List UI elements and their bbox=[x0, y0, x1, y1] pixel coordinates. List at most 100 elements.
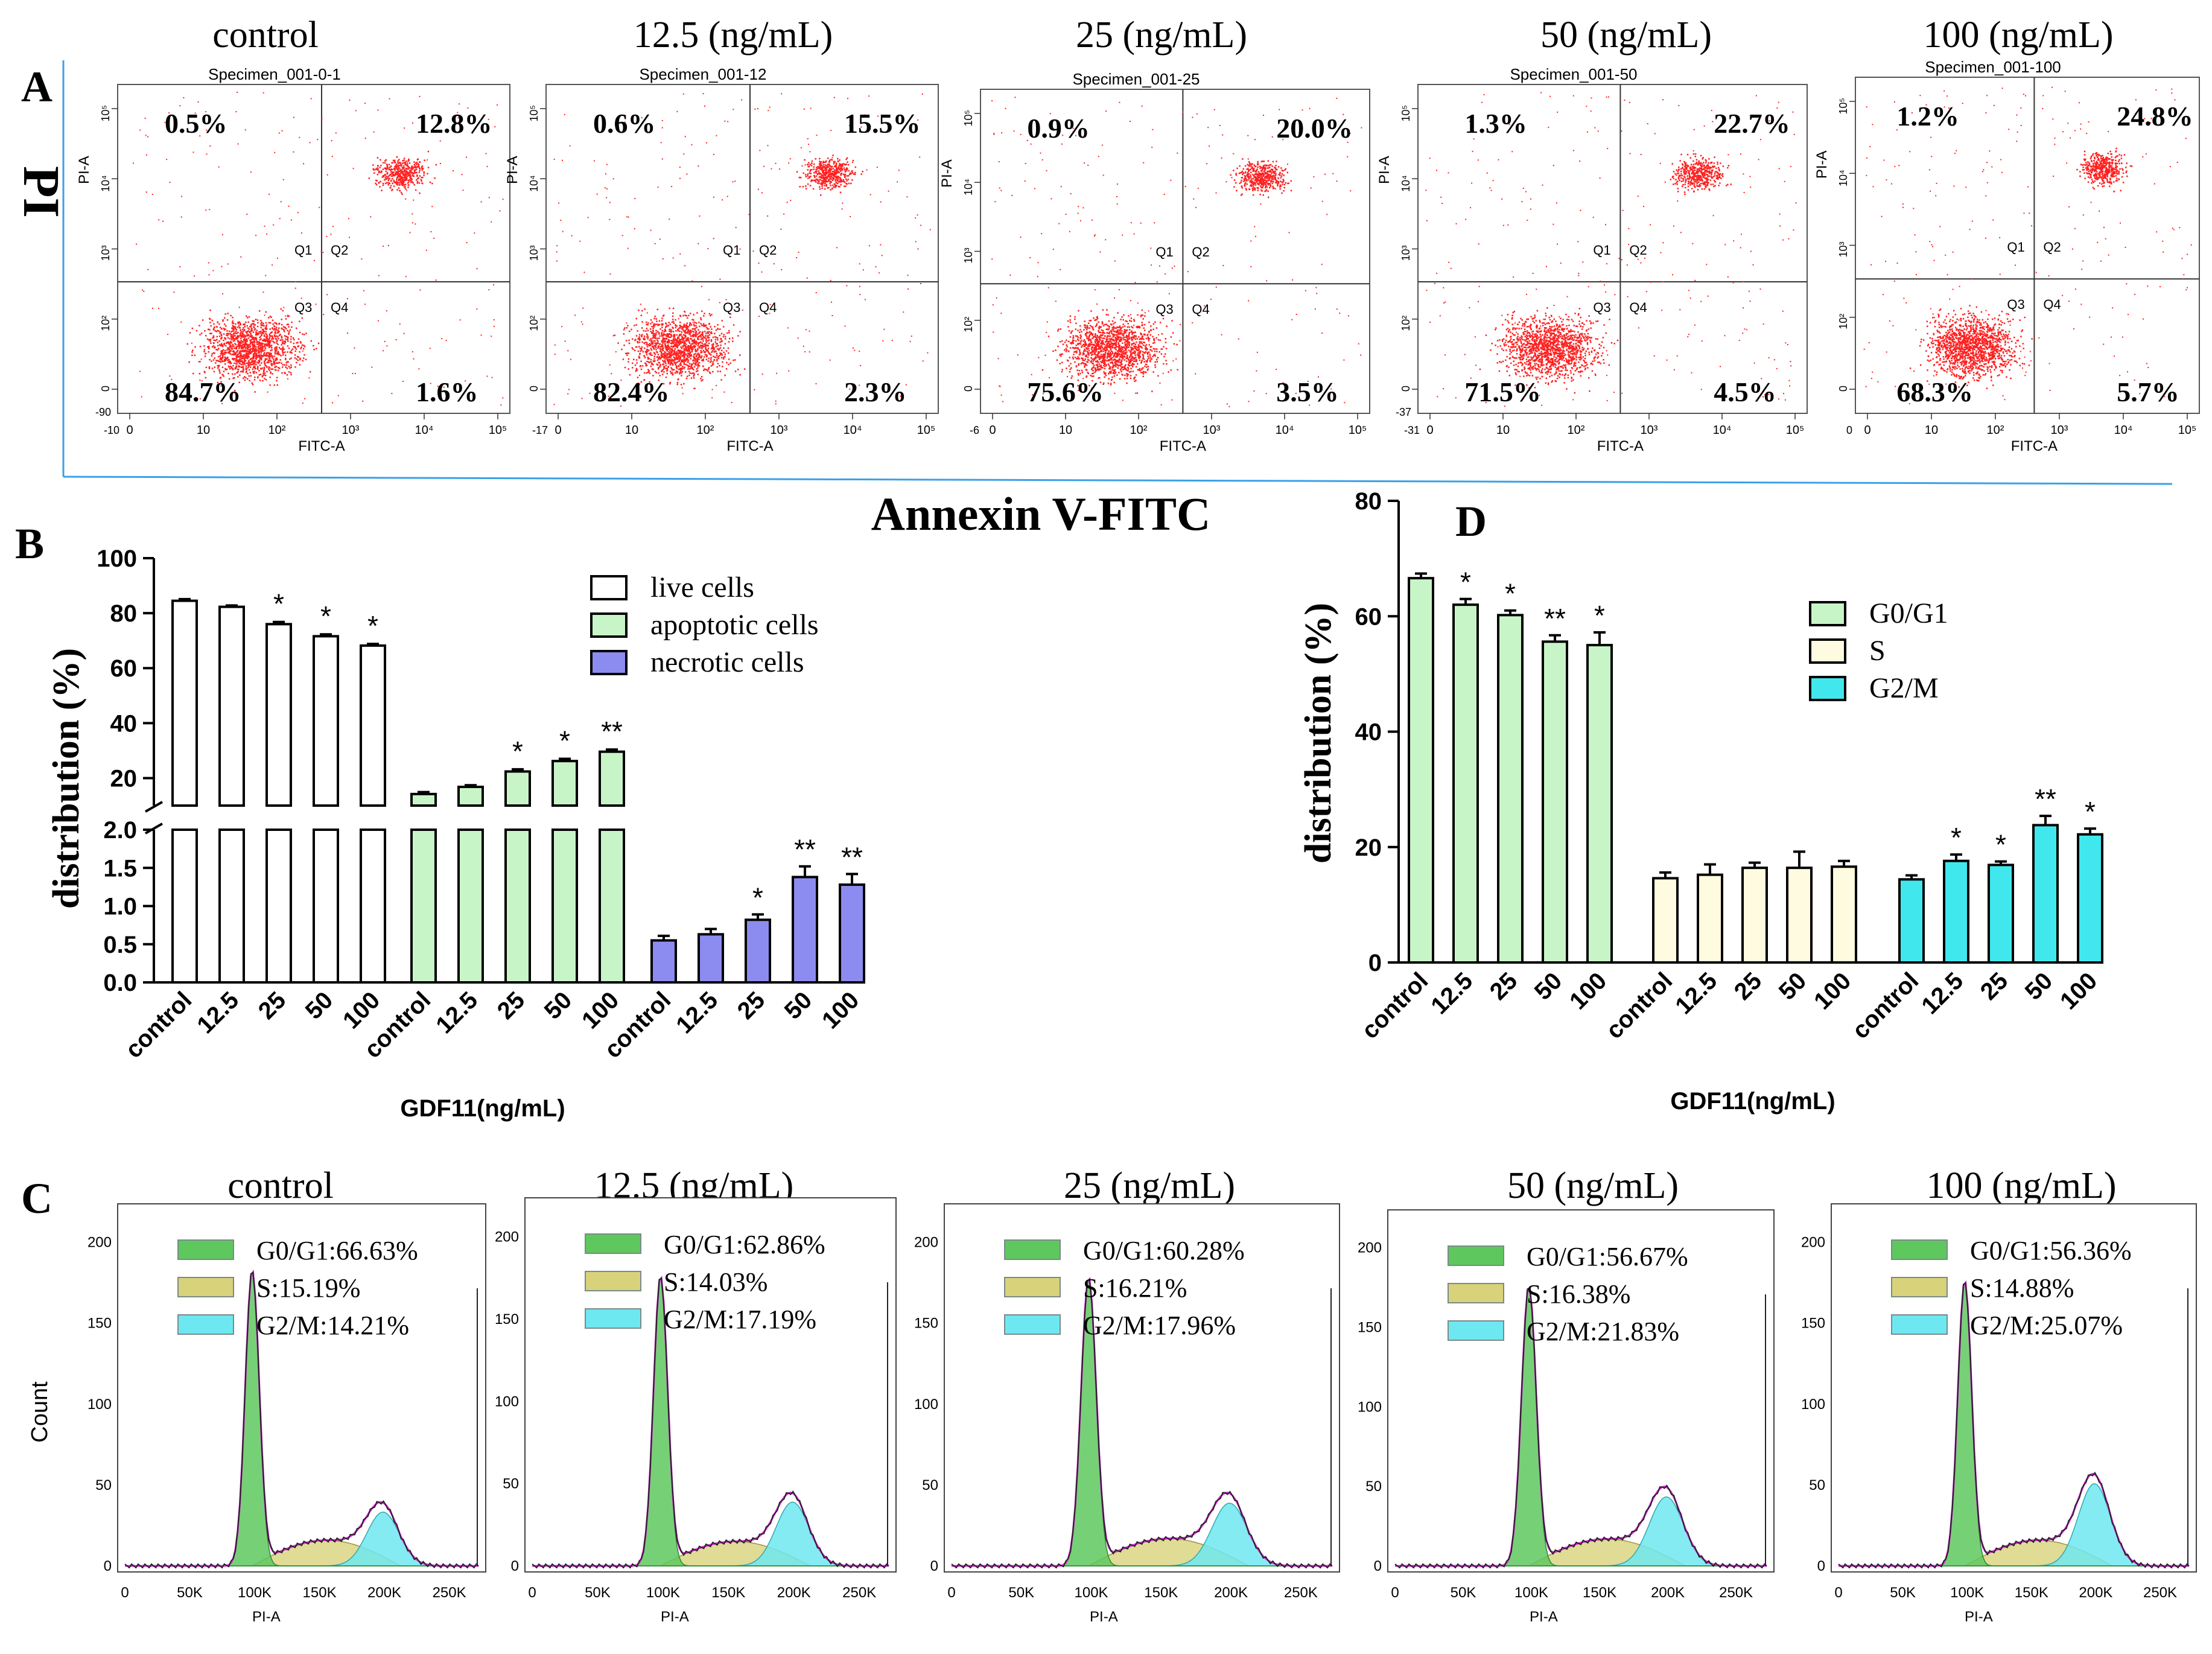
plot-frame bbox=[944, 1203, 1340, 1573]
y-tick-label: 0 bbox=[1374, 1558, 1382, 1574]
legend-swatch bbox=[1809, 601, 1846, 626]
x-tick-label: 10⁵ bbox=[489, 424, 507, 437]
y-tick-label: 10⁴ bbox=[528, 175, 540, 192]
scatter-points bbox=[1863, 86, 2192, 404]
quadrant-label-q4: Q4 bbox=[1192, 302, 1209, 317]
category-label: 50 bbox=[780, 987, 818, 1025]
phase-swatch bbox=[177, 1314, 234, 1335]
panel-a: A PI Annexin V-FITC control Specimen_001-0-1… bbox=[13, 14, 2200, 540]
category-label: 100 bbox=[817, 987, 864, 1034]
x-tick-label: 10⁵ bbox=[917, 424, 936, 437]
plot-frame bbox=[1387, 1209, 1775, 1573]
category-label: 50 bbox=[2020, 967, 2058, 1005]
y-tick-label: 100 bbox=[495, 1393, 519, 1410]
bar-lower bbox=[313, 829, 339, 984]
x-tick-label: 10³ bbox=[1641, 424, 1658, 437]
y-tick-label: 10⁵ bbox=[1837, 98, 1849, 114]
phase-swatch bbox=[1004, 1314, 1061, 1335]
percent-q2: 24.8% bbox=[2117, 101, 2193, 132]
significance-mark: * bbox=[559, 725, 570, 757]
cell-cycle-bar bbox=[1988, 864, 2014, 964]
y-axis-label: distribution (%) bbox=[1298, 603, 1339, 864]
phase-percentage: G0/G1:62.86% bbox=[664, 1230, 825, 1259]
scatter-plot-4: 50 (ng/mL) Specimen_001-50 Q1 Q2 Q3 Q4 1.3% 22.… bbox=[1376, 14, 1808, 454]
x-tick-label: 100K bbox=[238, 1585, 272, 1601]
plot-frame bbox=[1417, 84, 1808, 414]
x-axis-label-fitc: FITC-A bbox=[726, 438, 773, 454]
x-tick-label: 0 bbox=[555, 424, 561, 437]
y-tick-label: 10² bbox=[100, 316, 112, 331]
cell-cycle-bar bbox=[1786, 867, 1813, 964]
cell-cycle-bar bbox=[2077, 833, 2103, 964]
phase-swatch bbox=[585, 1308, 641, 1329]
specimen-name: Specimen_001-50 bbox=[1510, 65, 1637, 83]
x-axis-label: PI-A bbox=[252, 1609, 281, 1625]
y-tick-label: 200 bbox=[1801, 1235, 1825, 1251]
percent-q1: 1.2% bbox=[1896, 101, 1959, 132]
legend-label: G0/G1 bbox=[1869, 597, 1948, 629]
significance-mark: * bbox=[2085, 796, 2096, 827]
y-tick-label: 0 bbox=[100, 386, 112, 392]
legend-label: S bbox=[1869, 635, 1886, 667]
y-tick-label: 10³ bbox=[962, 247, 974, 263]
x-tick-label: 0 bbox=[126, 424, 133, 437]
scatter-plot-1: control Specimen_001-0-1 Q1 Q2 Q3 Q4 0.5% 12.8%… bbox=[76, 14, 510, 454]
phase-swatch bbox=[1891, 1314, 1948, 1335]
plot-frame bbox=[117, 84, 510, 414]
data-curve bbox=[124, 1271, 479, 1569]
y-tick-label: 10³ bbox=[1400, 245, 1412, 261]
bar-upper bbox=[171, 599, 198, 807]
x-axis-label: PI-A bbox=[1965, 1609, 1993, 1625]
cell-cycle-bar bbox=[1943, 859, 1969, 964]
x-axis-label-fitc: FITC-A bbox=[1160, 438, 1206, 454]
legend-swatch bbox=[590, 650, 628, 675]
scatter-heading: 25 (ng/mL) bbox=[1076, 14, 1247, 56]
phase-percentage: S:16.38% bbox=[1527, 1279, 1630, 1309]
x-tick-label: 10² bbox=[1987, 424, 2004, 437]
percent-q1: 1.3% bbox=[1464, 108, 1527, 139]
quadrant-label-q1: Q1 bbox=[1155, 244, 1173, 259]
scatter-points bbox=[991, 97, 1362, 407]
bar-lower bbox=[360, 829, 386, 984]
plot-frame bbox=[1855, 77, 2200, 414]
y-tick-label: 0 bbox=[1817, 1558, 1825, 1574]
y-tick-label: 80 bbox=[1355, 488, 1382, 515]
histogram-heading: 25 (ng/mL) bbox=[1064, 1165, 1235, 1206]
phase-percentage: G2/M:14.21% bbox=[256, 1311, 409, 1340]
y-tick-label: 0 bbox=[1837, 386, 1849, 392]
phase-percentage: G0/G1:66.63% bbox=[256, 1236, 418, 1265]
x-tick-label: 150K bbox=[2015, 1585, 2048, 1601]
percent-q3: 75.6% bbox=[1027, 377, 1104, 407]
y-tick-label: 150 bbox=[1358, 1320, 1382, 1336]
y-tick-label: 150 bbox=[87, 1315, 112, 1332]
phase-percentage: G2/M:25.07% bbox=[1970, 1311, 2123, 1340]
cell-cycle-bar bbox=[1697, 873, 1723, 964]
scatter-heading: 100 (ng/mL) bbox=[1923, 14, 2113, 56]
quadrant-label-q1: Q1 bbox=[294, 243, 312, 258]
x-axis-label-fitc: FITC-A bbox=[1597, 438, 1644, 454]
cell-cycle-bar bbox=[1741, 867, 1768, 964]
x-tick-label: 250K bbox=[2143, 1585, 2177, 1601]
bar-lower bbox=[265, 829, 292, 984]
x-tick-label: 10³ bbox=[771, 424, 788, 437]
category-label: 12.5 bbox=[671, 987, 723, 1039]
x-tick-label: 10⁴ bbox=[2114, 424, 2133, 437]
x-axis-label: GDF11(ng/mL) bbox=[400, 1095, 565, 1122]
plot-frame bbox=[1831, 1203, 2197, 1573]
quadrant-label-q3: Q3 bbox=[723, 300, 740, 315]
phase-percentage: S:14.88% bbox=[1970, 1273, 2074, 1303]
specimen-name: Specimen_001-100 bbox=[1925, 58, 2061, 76]
y-axis-label-pi: PI bbox=[13, 166, 71, 218]
category-label: 25 bbox=[253, 987, 291, 1025]
specimen-name: Specimen_001-25 bbox=[1072, 70, 1200, 88]
x-tick-label: 0 bbox=[947, 1585, 955, 1601]
y-min-label: -90 bbox=[95, 406, 111, 418]
y-axis-label-pia: PI-A bbox=[76, 156, 92, 184]
y-tick-label: 10⁵ bbox=[100, 105, 112, 121]
bar-upper bbox=[599, 750, 625, 807]
plot-frame bbox=[117, 1203, 486, 1573]
quadrant-label-q2: Q2 bbox=[331, 243, 348, 258]
y-tick-label: 10³ bbox=[100, 245, 112, 261]
x-tick-label: 150K bbox=[1583, 1585, 1616, 1601]
